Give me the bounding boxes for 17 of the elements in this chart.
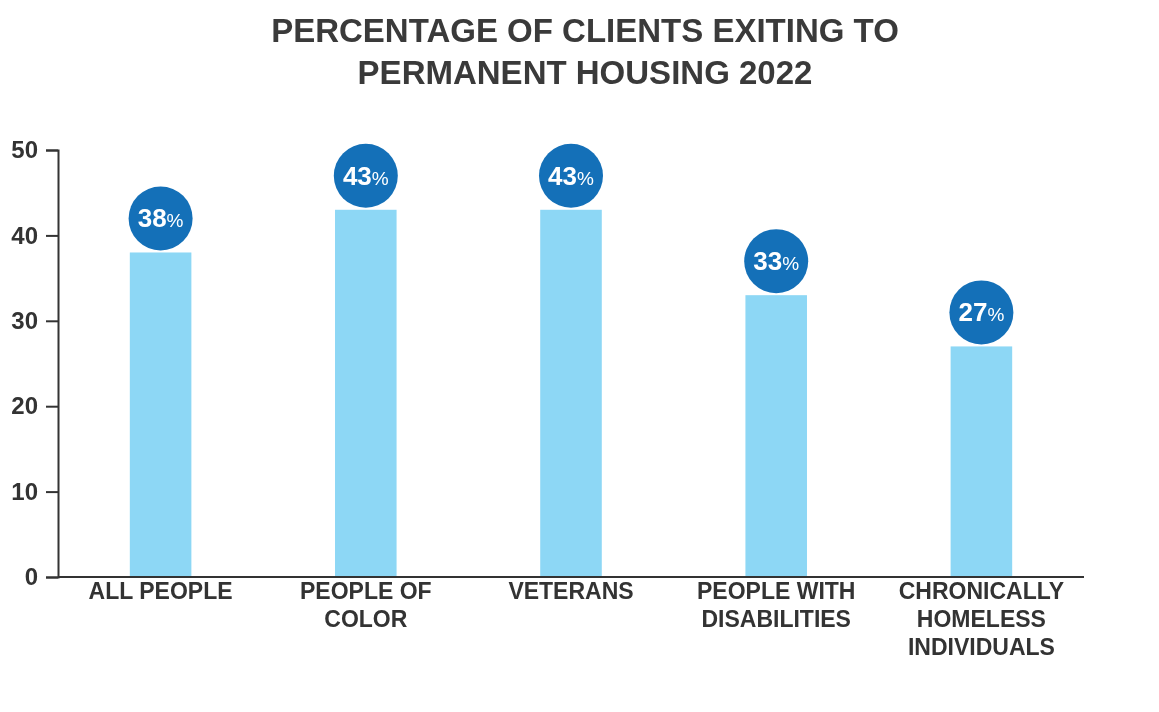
- y-tick-label: 50: [11, 136, 38, 164]
- x-tick-label: PEOPLE WITH DISABILITIES: [696, 578, 856, 632]
- data-label: 33%: [753, 246, 800, 277]
- y-tick-label: 20: [11, 392, 38, 420]
- x-tick-label: PEOPLE OF COLOR: [299, 578, 432, 632]
- data-label: 43%: [342, 160, 389, 191]
- data-label: 43%: [548, 160, 595, 191]
- chart-title: PERCENTAGE OF CLIENTS EXITING TO PERMANENT HOUSING 2022: [271, 12, 899, 91]
- data-label: 38%: [137, 203, 184, 234]
- x-tick-label: VETERANS: [508, 578, 634, 604]
- x-tick-label: ALL PEOPLE: [88, 578, 233, 604]
- y-tick-label: 10: [11, 477, 38, 505]
- data-label: 27%: [958, 297, 1005, 328]
- y-tick-label: 30: [11, 306, 38, 334]
- x-tick-label: CHRONICALLY HOMELESS INDIVIDUALS: [898, 578, 1065, 660]
- y-tick-label: 40: [11, 221, 38, 249]
- y-tick-label: 0: [24, 563, 38, 591]
